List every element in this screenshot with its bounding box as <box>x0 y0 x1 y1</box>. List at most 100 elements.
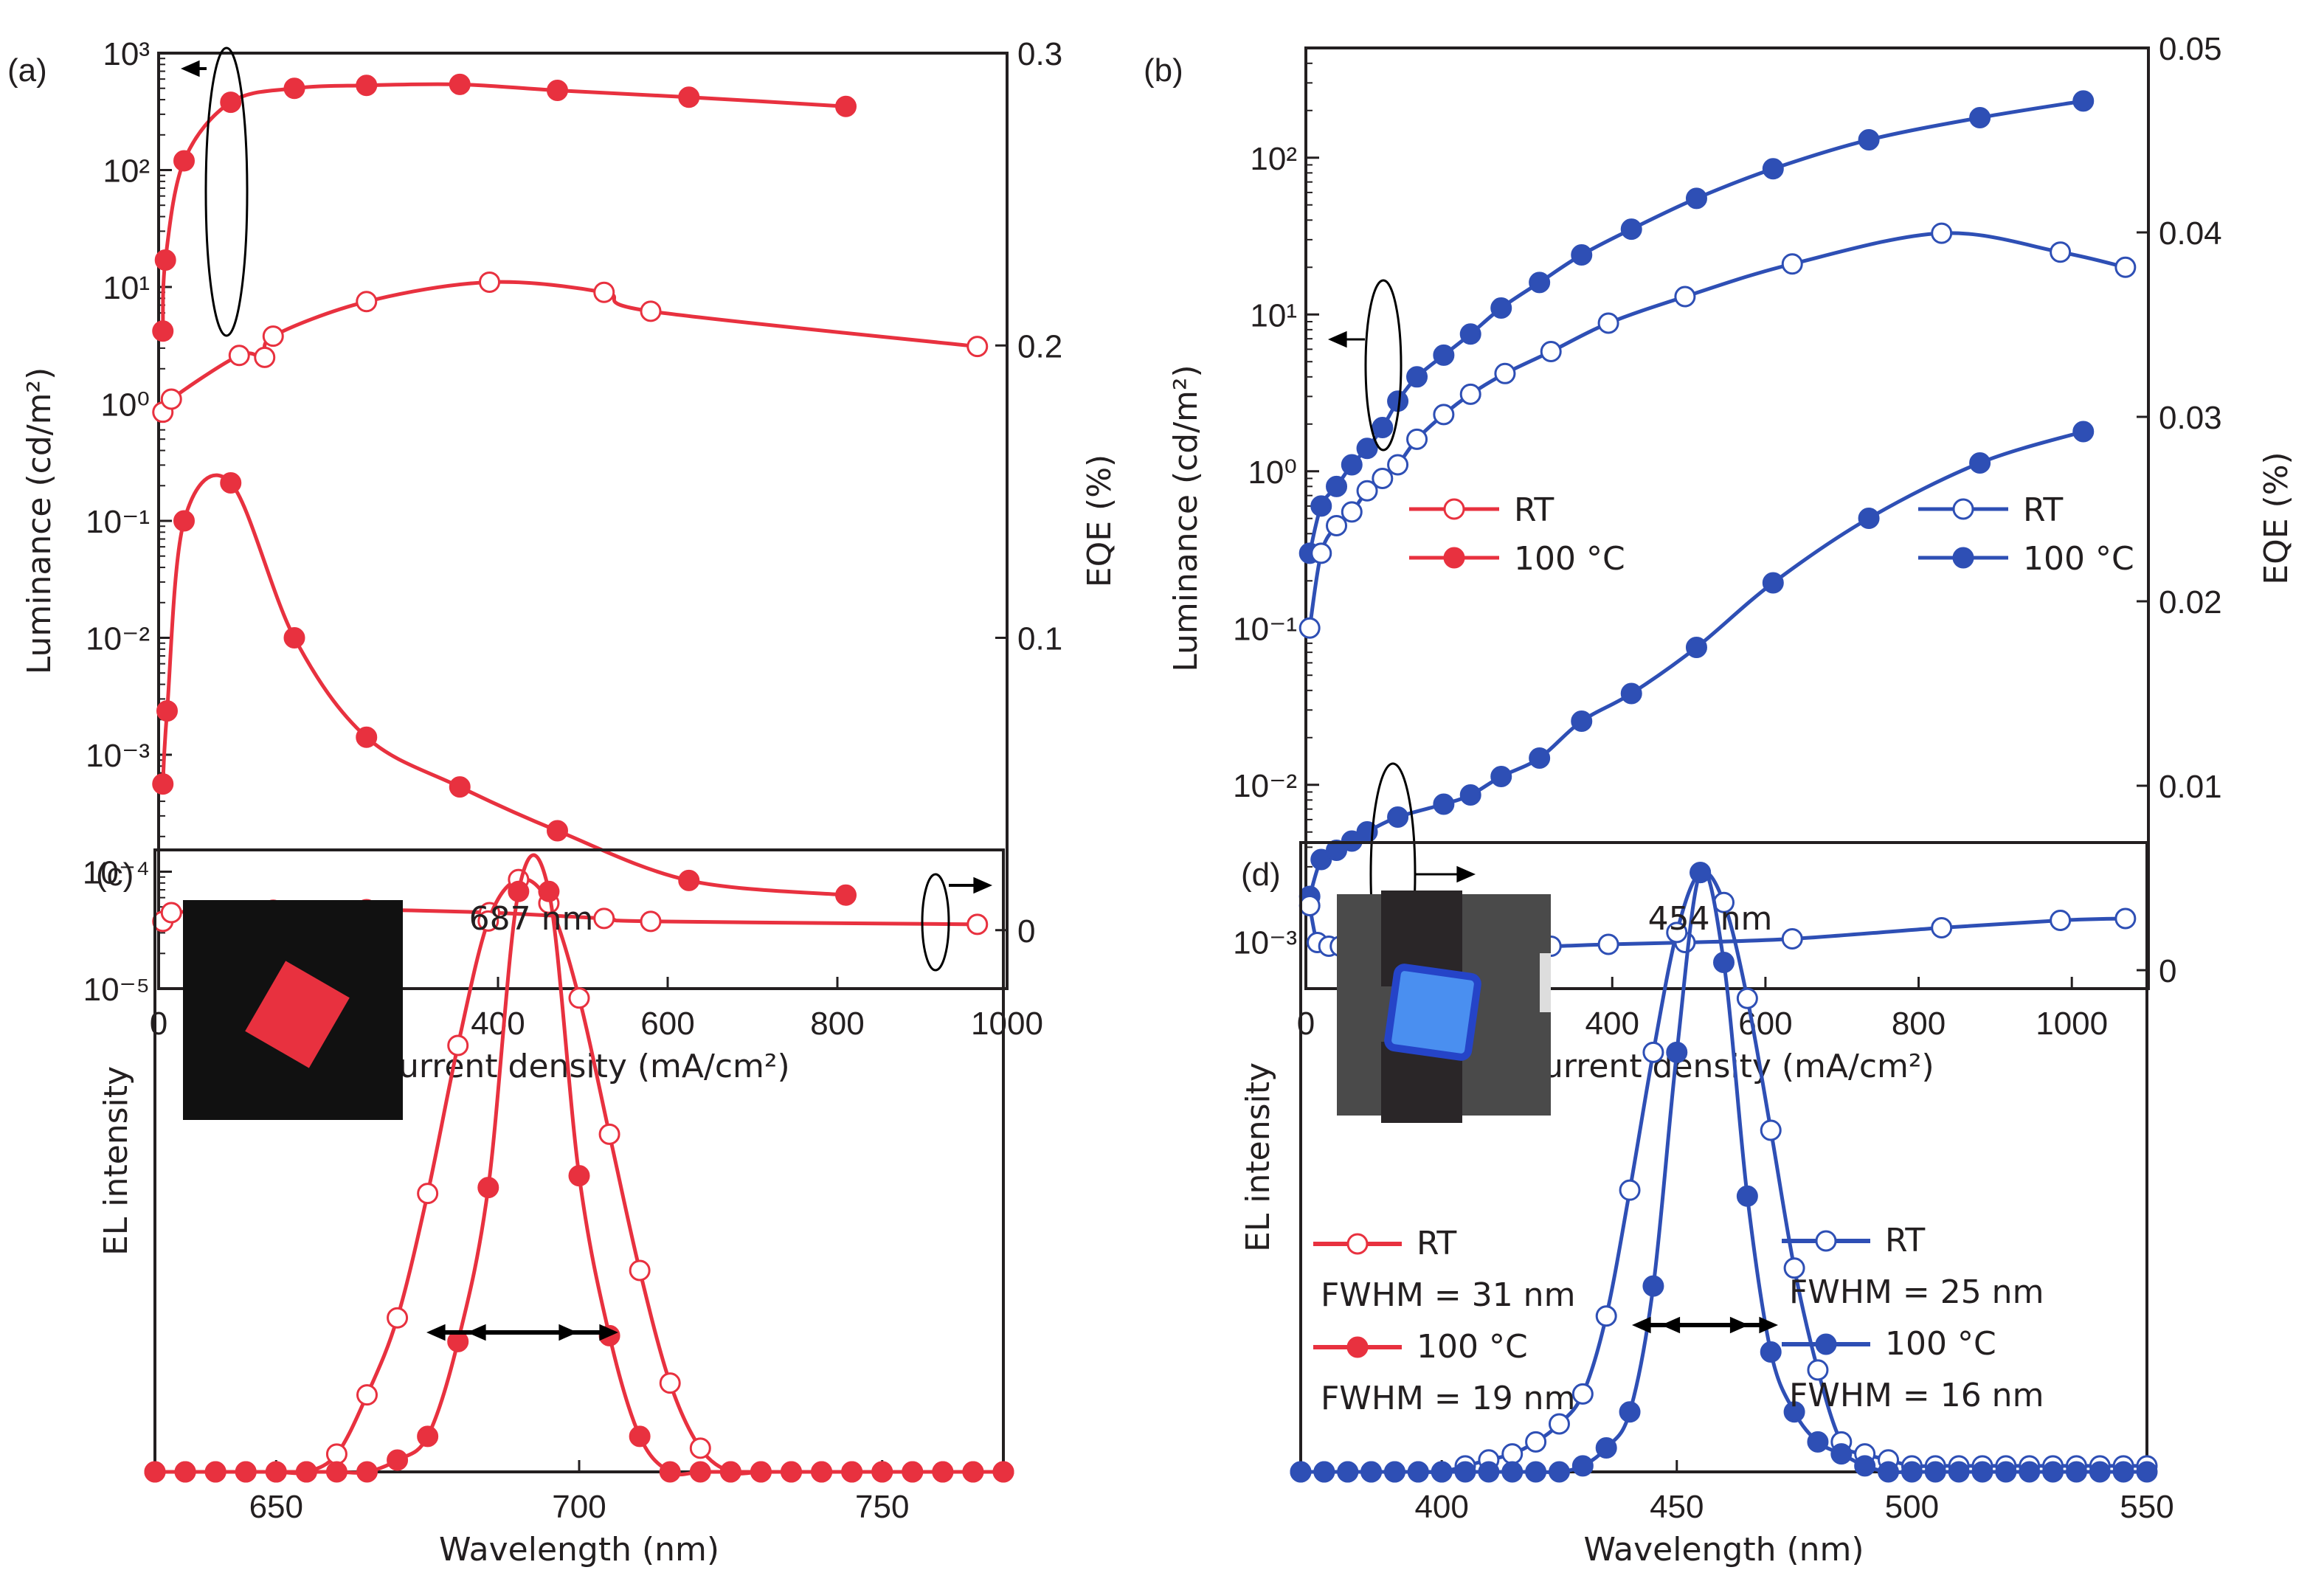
arrow-left-icon <box>1661 1316 1681 1334</box>
x-tick-label: 0 <box>150 1006 167 1042</box>
data-point <box>1931 222 1953 244</box>
annotation-ellipse <box>204 46 249 337</box>
panel-c <box>144 848 1402 1483</box>
data-point <box>1674 286 1696 308</box>
x-tick-label: 400 <box>1585 1006 1639 1042</box>
data-point <box>781 1461 802 1483</box>
y-axis-label: EL intensity <box>97 1066 135 1256</box>
x-tick-label: 600 <box>640 1006 694 1042</box>
data-point <box>2072 90 2095 112</box>
data-point <box>2042 1461 2064 1483</box>
data-point <box>1969 107 1991 129</box>
y-axis-label: Luminance (cd/m²) <box>21 367 58 674</box>
data-point <box>283 77 305 100</box>
data-point <box>1459 323 1481 345</box>
y2-tick-label: 0.04 <box>2159 215 2222 252</box>
data-point <box>1459 784 1481 806</box>
data-point <box>387 1307 409 1329</box>
legend-label: 100 °C <box>1417 1328 1528 1366</box>
data-point <box>640 300 662 322</box>
x-axis-label: Wavelength (nm) <box>439 1531 719 1569</box>
data-point <box>1807 1359 1829 1381</box>
data-point <box>678 869 700 891</box>
arrow-head-icon <box>973 876 992 894</box>
data-point <box>1571 710 1593 732</box>
y2-tick-label: 0.3 <box>1017 36 1062 72</box>
data-point <box>2089 1461 2111 1483</box>
data-point <box>992 1461 1014 1483</box>
data-point <box>1924 1461 1946 1483</box>
data-point <box>1642 1041 1664 1063</box>
data-point <box>2072 421 2095 443</box>
data-point <box>1548 1461 1570 1483</box>
data-point <box>220 471 242 494</box>
legend-label: 100 °C <box>1514 540 1625 578</box>
data-point <box>1971 1461 1993 1483</box>
red-emitter-icon <box>245 961 350 1068</box>
data-point <box>1858 508 1880 529</box>
x-tick-label: 450 <box>1650 1489 1704 1525</box>
data-point <box>1525 1431 1547 1453</box>
data-point <box>387 1449 409 1471</box>
arrow-left-icon <box>467 1324 486 1341</box>
legend-label: RT <box>1514 491 1554 529</box>
data-point <box>1781 253 1803 275</box>
data-point <box>356 291 378 313</box>
data-point <box>1326 475 1348 497</box>
data-point <box>1406 366 1428 388</box>
y-tick-label: 10² <box>103 153 150 190</box>
data-point <box>1326 840 1348 861</box>
x-tick-label: 700 <box>552 1489 606 1525</box>
data-point <box>1642 1275 1664 1297</box>
data-point <box>1310 542 1332 564</box>
data-point <box>1736 1185 1758 1207</box>
data-point <box>1341 501 1363 523</box>
legend-marker <box>1815 1230 1837 1252</box>
x-tick-label: 400 <box>471 1006 525 1042</box>
data-point <box>154 249 176 271</box>
arrow-head-icon <box>181 60 200 77</box>
data-point <box>1298 617 1321 639</box>
data-point <box>447 1330 469 1352</box>
data-point <box>235 1461 257 1483</box>
data-point <box>1901 1461 1923 1483</box>
data-point <box>1387 806 1409 828</box>
blue-emitter-icon <box>1384 964 1481 1061</box>
data-point <box>1387 454 1409 476</box>
data-point <box>1878 1461 1900 1483</box>
data-point <box>841 1461 863 1483</box>
y-tick-label: 10⁻⁴ <box>83 855 150 891</box>
data-point <box>2112 1461 2134 1483</box>
data-point <box>325 1461 347 1483</box>
data-point <box>2136 1461 2158 1483</box>
data-point <box>174 1461 196 1483</box>
data-point <box>547 820 568 842</box>
plot-frame <box>1299 841 2148 1473</box>
data-point <box>835 95 857 117</box>
data-point <box>1459 383 1481 405</box>
data-point <box>2114 256 2137 278</box>
peak-label: 687 nm <box>469 900 594 938</box>
data-point <box>449 776 471 798</box>
x-tick-label: 1000 <box>971 1006 1043 1042</box>
arrow-right-icon <box>1759 1316 1778 1334</box>
data-point <box>1313 1461 1335 1483</box>
data-point <box>1781 928 1803 950</box>
data-point <box>750 1461 772 1483</box>
data-point <box>1383 1461 1405 1483</box>
data-point <box>1433 793 1455 815</box>
panel-a: 02004006008001000 <box>150 46 1499 1042</box>
data-point <box>447 1034 469 1057</box>
panel-label: (d) <box>1241 857 1281 893</box>
data-point <box>262 325 284 347</box>
data-point <box>1298 895 1321 916</box>
data-point <box>1736 987 1758 1009</box>
data-point <box>356 1461 378 1483</box>
data-point <box>1337 1461 1359 1483</box>
data-point <box>1666 921 1688 944</box>
x-tick-label: 600 <box>1738 1006 1792 1042</box>
data-point <box>1762 158 1784 180</box>
data-point <box>1406 428 1428 450</box>
data-point <box>962 1461 984 1483</box>
data-point <box>1969 452 1991 474</box>
